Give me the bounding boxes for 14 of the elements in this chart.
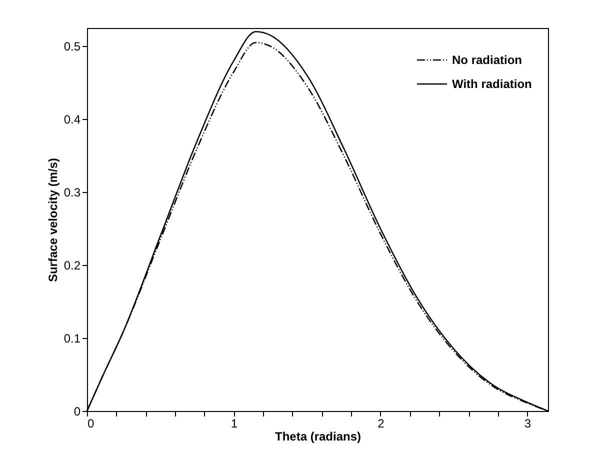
x-tick-label: 3 [524, 416, 532, 430]
legend-label: With radiation [452, 77, 532, 91]
x-tick-label: 1 [230, 416, 238, 430]
legend-label: No radiation [452, 53, 522, 67]
y-tick-label: 0.2 [64, 258, 81, 273]
y-tick-label: 0.3 [64, 186, 81, 200]
y-tick-label: 0.5 [64, 40, 81, 54]
y-tick-label: 0.1 [64, 332, 81, 346]
x-tick-label: 2 [378, 416, 385, 430]
y-tick-label: 0 [74, 404, 81, 418]
y-tick-label: 0.4 [64, 112, 81, 127]
x-tick-label: 0 [88, 416, 94, 430]
y-axis-title: Surface velocity (m/s) [46, 158, 60, 282]
x-axis-title: Theta (radians) [274, 430, 362, 444]
